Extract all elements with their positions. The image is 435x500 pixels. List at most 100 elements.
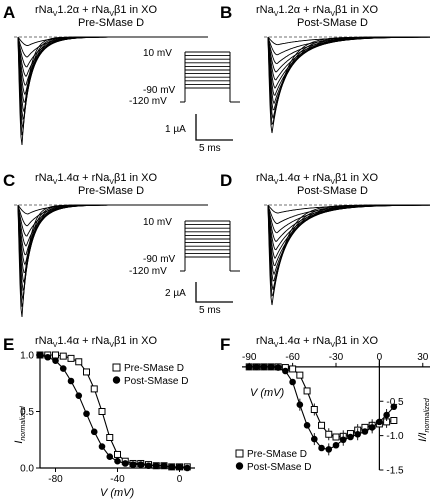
chart-f-point-post <box>318 444 325 452</box>
chart-f-point-post <box>296 401 304 408</box>
chart-e-x-tick-label: 0 <box>177 474 183 485</box>
chart-f-ylabel: I/Inormalized <box>417 397 431 442</box>
chart-e-point-pre <box>98 408 106 415</box>
panel-e-title: rNaV1.4α + rNaVβ1 in XO <box>35 335 157 349</box>
chart-f-point-post <box>260 363 267 371</box>
panel-label-c: C <box>3 171 15 190</box>
chart-e-point-post <box>36 351 44 359</box>
legend-e-pre-label: Pre-SMase D <box>124 363 184 374</box>
chart-f-point-post <box>325 446 333 453</box>
chart-f-point-pre <box>310 406 318 413</box>
current-trace <box>17 36 208 86</box>
scale-bar-c: 2 µA 5 ms <box>165 282 233 316</box>
panel-a-subtitle: Pre-SMase D <box>78 17 144 29</box>
panel-label-a: A <box>3 3 15 22</box>
traces-panel-c <box>14 204 208 318</box>
protocol-c-v-hold: -120 mV <box>129 266 167 277</box>
current-trace <box>17 36 208 112</box>
chart-f-point-post <box>282 367 289 375</box>
chart-f-point-post <box>267 363 275 371</box>
current-trace <box>17 36 208 129</box>
chart-e-point-post <box>90 428 98 436</box>
traces-panel-b <box>264 36 430 134</box>
svg-text:Inormalized: Inormalized <box>13 405 27 443</box>
chart-e-point-post <box>176 463 183 471</box>
chart-f-x-tick-label: -30 <box>329 352 344 363</box>
panel-d-title: rNaV1.4α + rNaVβ1 in XO Post-SMase D <box>256 172 378 197</box>
chart-f-point-pre <box>289 365 297 373</box>
chart-e-point-post <box>98 443 106 450</box>
chart-e-x-tick-label: -80 <box>48 474 63 485</box>
protocol-a-v-top: 10 mV <box>143 48 172 59</box>
chart-e-point-pre <box>83 368 90 376</box>
chart-f-connect-line <box>249 366 395 450</box>
chart-e-y-tick-label: 0.0 <box>20 464 34 475</box>
legend-e-pre-marker <box>112 363 121 372</box>
current-trace <box>267 36 430 105</box>
voltage-protocol-a <box>180 51 240 103</box>
panel-a-title: rNaV1.2α + rNaVβ1 in XO Pre-SMase D <box>35 4 157 29</box>
chart-e-point-post <box>160 462 168 470</box>
chart-e-point-pre <box>90 385 98 393</box>
chart-f-point-pre <box>296 371 304 379</box>
current-trace <box>267 204 430 290</box>
voltage-protocol-c <box>180 220 240 272</box>
current-trace <box>267 204 430 251</box>
protocol-a-v-hold: -120 mV <box>129 96 167 107</box>
current-trace <box>17 204 208 318</box>
panel-c-title: rNaV1.4α + rNaVβ1 in XO Pre-SMase D <box>35 172 157 197</box>
scale-c-time: 5 ms <box>199 305 221 316</box>
chart-e-point-post <box>121 460 129 467</box>
chart-f-point-post <box>390 403 398 411</box>
svg-text:rNaV1.4α + rNaVβ1 in XO: rNaV1.4α + rNaVβ1 in XO <box>256 172 378 186</box>
current-trace <box>267 204 430 306</box>
chart-e-y-tick-label: 1.0 <box>20 351 34 362</box>
chart-e-point-post <box>129 461 137 468</box>
chart-e-xlabel: V (mV) <box>100 487 135 499</box>
chart-e-ylabel: Inormalized <box>13 405 27 443</box>
chart-f-x-tick-label: -60 <box>285 352 300 363</box>
chart-e-point-pre <box>59 352 67 360</box>
panel-c-subtitle: Pre-SMase D <box>78 185 144 197</box>
panel-label-f: F <box>220 335 230 354</box>
chart-f-point-post <box>303 422 311 429</box>
chart-f-y-tick-label: -1.0 <box>386 431 404 442</box>
current-trace <box>17 204 208 300</box>
scale-a-current: 1 µA <box>165 124 186 135</box>
chart-e-point-pre <box>52 351 59 359</box>
svg-text:I/Inormalized: I/Inormalized <box>417 397 431 442</box>
chart-e-point-post <box>114 457 121 465</box>
current-trace <box>17 204 208 283</box>
svg-text:rNaV1.4α + rNaVβ1 in XO: rNaV1.4α + rNaVβ1 in XO <box>35 172 157 186</box>
chart-e-point-pre <box>114 450 121 458</box>
chart-e-y-tick-label: 0.5 <box>20 407 34 418</box>
chart-e-point-post <box>67 377 75 385</box>
chart-e-point-post <box>106 453 114 461</box>
chart-f-point-post <box>253 363 260 371</box>
chart-e-point-post <box>44 353 52 361</box>
chart-f: -90 -60 -30 0 30 -0.5 -1.0 -1.5 V (mV) I/Inorma… <box>235 352 431 477</box>
chart-f-point-pre <box>390 417 398 424</box>
chart-f-point-post <box>245 363 253 371</box>
panel-b-title: rNaV1.2α + rNaVβ1 in XO Post-SMase D <box>256 4 378 29</box>
chart-e-point-post <box>75 392 83 399</box>
current-trace <box>17 36 208 146</box>
protocol-c-v-top: 10 mV <box>143 217 172 228</box>
current-trace <box>17 36 208 104</box>
protocol-c-v-mid: -90 mV <box>143 254 176 265</box>
chart-f-point-post <box>368 424 376 431</box>
current-trace <box>267 36 430 134</box>
scale-c-current: 2 µA <box>165 288 186 299</box>
legend-f-post-marker <box>235 462 244 470</box>
chart-e-point-post <box>168 463 176 471</box>
legend-f-post-label: Post-SMase D <box>247 462 311 473</box>
current-trace <box>17 36 208 121</box>
chart-f-x-tick-label: 0 <box>377 352 383 363</box>
chart-f-y-tick-label: -0.5 <box>386 397 404 408</box>
traces-panel-a <box>14 36 208 146</box>
legend-e-post-label: Post-SMase D <box>124 376 188 387</box>
scale-bar-a: 1 µA 5 ms <box>165 114 233 154</box>
chart-f-point-post <box>383 411 390 419</box>
chart-e-point-pre <box>67 354 75 362</box>
current-trace <box>17 36 208 136</box>
